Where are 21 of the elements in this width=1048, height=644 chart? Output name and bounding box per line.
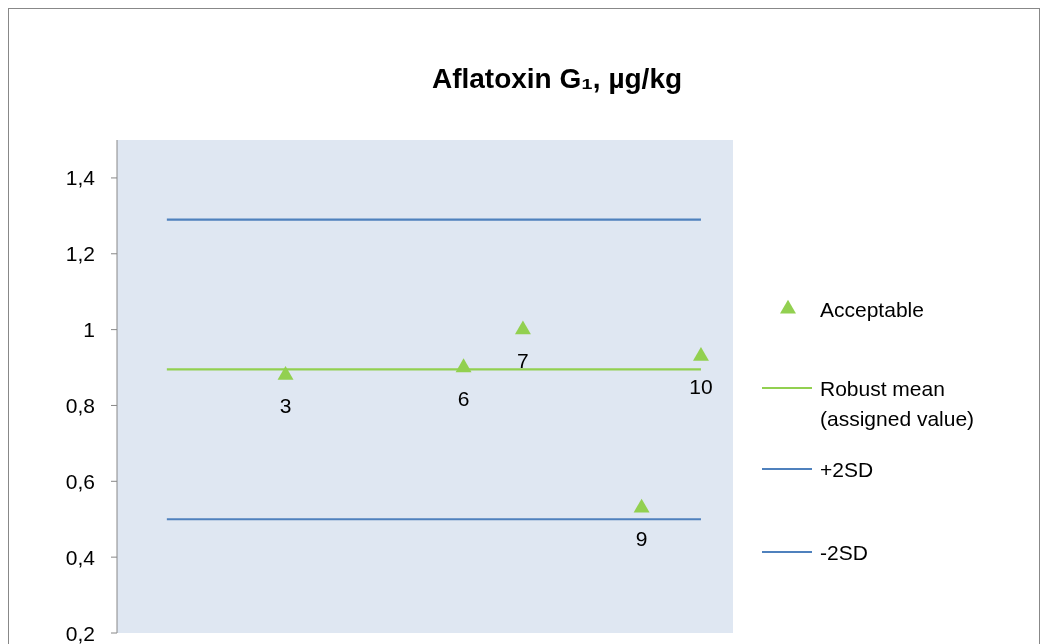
legend-label: +2SD	[820, 457, 874, 481]
point	[277, 365, 294, 380]
annotation: 7	[517, 348, 529, 372]
chart-title: Aflatoxin G₁, µg/kg	[431, 63, 683, 94]
point	[633, 498, 650, 513]
y-tick-label: 0,2	[65, 621, 95, 644]
annotation: 6	[457, 386, 470, 410]
y-tick-label: 1,2	[65, 242, 95, 266]
y-tick-label: 0,8	[65, 393, 95, 417]
y-tick-label: 0,4	[65, 545, 96, 569]
point	[692, 346, 709, 361]
annotation: 3	[279, 394, 292, 418]
legend-label: Robust mean (assigned value)	[820, 376, 975, 430]
annotation: 10	[689, 375, 713, 399]
y-tick-label: 1,4	[65, 166, 96, 190]
legend-label: Acceptable	[820, 297, 924, 321]
legend-label: -2SD	[820, 540, 868, 564]
point	[514, 320, 531, 335]
annotation: 9	[635, 526, 648, 550]
y-tick-label: 0,6	[65, 469, 95, 493]
y-tick-label: 1	[83, 318, 95, 342]
